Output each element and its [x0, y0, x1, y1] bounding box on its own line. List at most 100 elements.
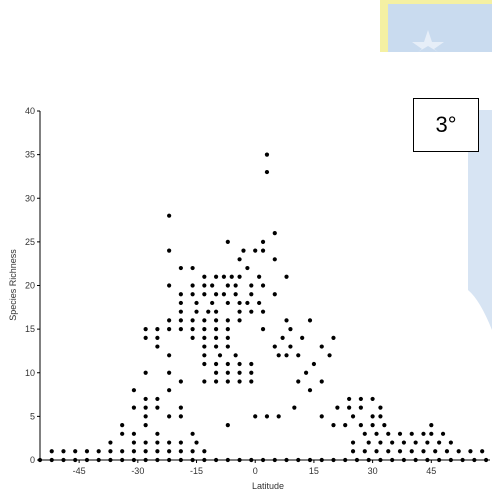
data-point: [331, 335, 336, 340]
data-point: [131, 431, 137, 436]
data-point: [190, 318, 195, 323]
data-point: [347, 405, 352, 410]
data-point: [335, 405, 340, 410]
y-tick-label: 30: [25, 193, 35, 203]
data-point: [190, 292, 195, 297]
data-point: [178, 300, 183, 306]
data-point: [327, 353, 332, 358]
data-point: [178, 265, 183, 271]
y-tick-label: 10: [25, 368, 35, 378]
data-point: [370, 414, 375, 419]
data-point: [288, 327, 293, 332]
data-point: [397, 449, 403, 454]
data-point: [401, 440, 407, 445]
data-point: [378, 440, 383, 445]
data-point: [167, 370, 172, 375]
data-point: [190, 327, 195, 332]
data-point: [272, 344, 277, 349]
data-point: [350, 414, 356, 419]
data-point: [284, 274, 289, 279]
data-point: [190, 265, 195, 271]
data-point: [143, 423, 148, 428]
data-point: [249, 379, 254, 384]
data-point: [178, 327, 183, 332]
data-point: [358, 405, 363, 410]
data-point: [386, 449, 391, 454]
data-point: [480, 449, 485, 454]
data-point: [409, 431, 414, 436]
data-point: [413, 440, 418, 445]
data-point: [178, 405, 183, 410]
data-point: [397, 431, 403, 436]
data-point: [155, 396, 160, 402]
data-point: [213, 309, 219, 314]
y-axis-title: Species Richness: [8, 249, 18, 321]
data-point: [245, 300, 250, 306]
data-point: [190, 431, 195, 436]
data-point: [84, 449, 90, 454]
data-point: [264, 152, 270, 157]
data-point: [429, 431, 434, 436]
data-point: [155, 440, 160, 445]
data-point: [292, 405, 297, 410]
data-point: [202, 361, 207, 367]
data-point: [120, 431, 125, 436]
data-point: [143, 440, 148, 445]
data-point: [319, 414, 324, 419]
resolution-label-box: 3°: [413, 98, 479, 152]
university-seal-icon: [380, 0, 492, 330]
data-point: [483, 457, 489, 463]
data-point: [413, 457, 418, 463]
data-point: [347, 396, 352, 402]
data-point: [237, 361, 242, 367]
data-point: [167, 353, 172, 358]
data-point: [237, 257, 242, 262]
data-point: [190, 457, 195, 463]
data-point: [319, 344, 324, 349]
data-point: [131, 388, 137, 393]
data-point: [468, 449, 473, 454]
data-point: [131, 440, 137, 445]
data-point: [221, 274, 227, 279]
data-point: [303, 370, 309, 375]
data-point: [284, 457, 289, 463]
data-point: [194, 309, 199, 314]
data-point: [213, 335, 219, 340]
resolution-label: 3°: [435, 112, 457, 137]
data-point: [260, 327, 266, 332]
data-point: [429, 423, 434, 428]
data-point: [448, 457, 453, 463]
data-point: [225, 370, 230, 375]
data-point: [225, 239, 230, 244]
data-point: [120, 423, 125, 428]
data-point: [213, 292, 219, 297]
data-point: [167, 213, 172, 218]
data-point: [61, 457, 66, 463]
data-point: [73, 457, 78, 463]
data-point: [280, 335, 285, 340]
data-point: [421, 449, 426, 454]
data-point: [202, 283, 207, 288]
data-point: [307, 457, 313, 463]
data-point: [300, 335, 305, 340]
data-point: [143, 449, 148, 454]
data-point: [288, 344, 293, 349]
data-point: [249, 292, 254, 297]
data-point: [225, 300, 230, 306]
data-point: [131, 405, 137, 410]
data-point: [155, 457, 160, 463]
data-point: [194, 300, 199, 306]
data-point: [382, 423, 387, 428]
data-point: [202, 318, 207, 323]
data-point: [237, 370, 242, 375]
data-point: [202, 335, 207, 340]
data-point: [178, 440, 183, 445]
data-point: [253, 248, 258, 253]
data-point: [366, 440, 371, 445]
data-point: [378, 457, 383, 463]
data-point: [249, 457, 254, 463]
data-point: [202, 457, 207, 463]
data-point: [178, 292, 183, 297]
data-point: [213, 318, 219, 323]
